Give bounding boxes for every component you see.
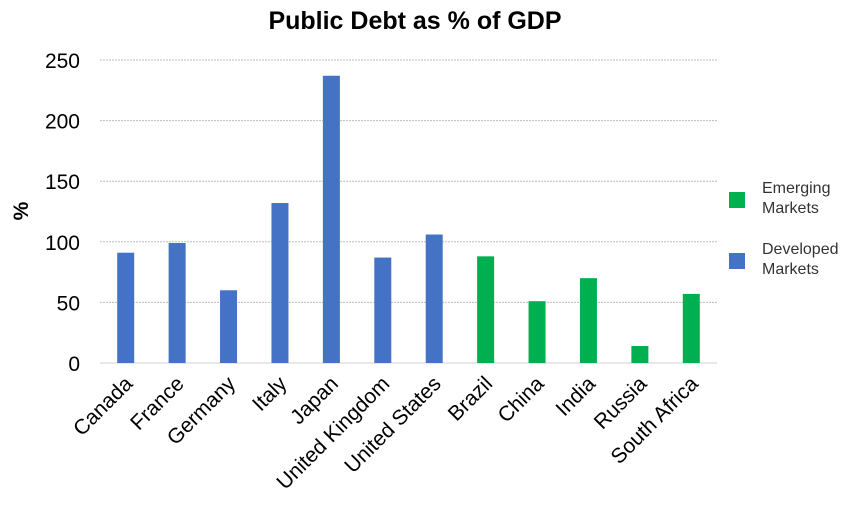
bar-south-africa	[682, 293, 700, 363]
y-tick-label: 50	[57, 292, 80, 315]
y-tick-label: 0	[68, 353, 80, 376]
y-tick-label: 150	[45, 171, 80, 194]
x-tick-label: China	[494, 372, 549, 427]
y-tick-label: 200	[45, 111, 80, 134]
y-tick-labels: 0 50 100 150 200 250	[45, 50, 80, 376]
x-tick-label: Canada	[69, 372, 138, 441]
bar-france	[168, 243, 186, 363]
bar-germany	[220, 290, 238, 363]
bar-china	[528, 301, 546, 363]
bar-india	[579, 278, 597, 363]
legend-swatch	[729, 253, 745, 269]
bars	[117, 75, 700, 364]
bar-united-states	[425, 234, 443, 363]
legend-label: Emerging Markets	[762, 180, 830, 217]
legend-label: Developed Markets	[762, 241, 839, 278]
chart-title: Public Debt as % of GDP	[268, 7, 561, 35]
gridlines	[100, 59, 717, 364]
y-tick-label: 250	[45, 50, 80, 73]
x-tick-label: Italy	[248, 372, 292, 416]
legend: Emerging Markets Developed Markets	[729, 180, 839, 278]
bar-japan	[322, 75, 340, 364]
bar-brazil	[477, 256, 495, 363]
bar-russia	[631, 346, 649, 363]
bar-canada	[117, 252, 135, 363]
y-axis-label: %	[10, 201, 33, 220]
bar-united-kingdom	[374, 257, 392, 363]
legend-swatch	[729, 192, 745, 208]
x-tick-label: Brazil	[444, 372, 497, 425]
y-tick-label: 100	[45, 232, 80, 255]
bar-italy	[271, 203, 289, 363]
